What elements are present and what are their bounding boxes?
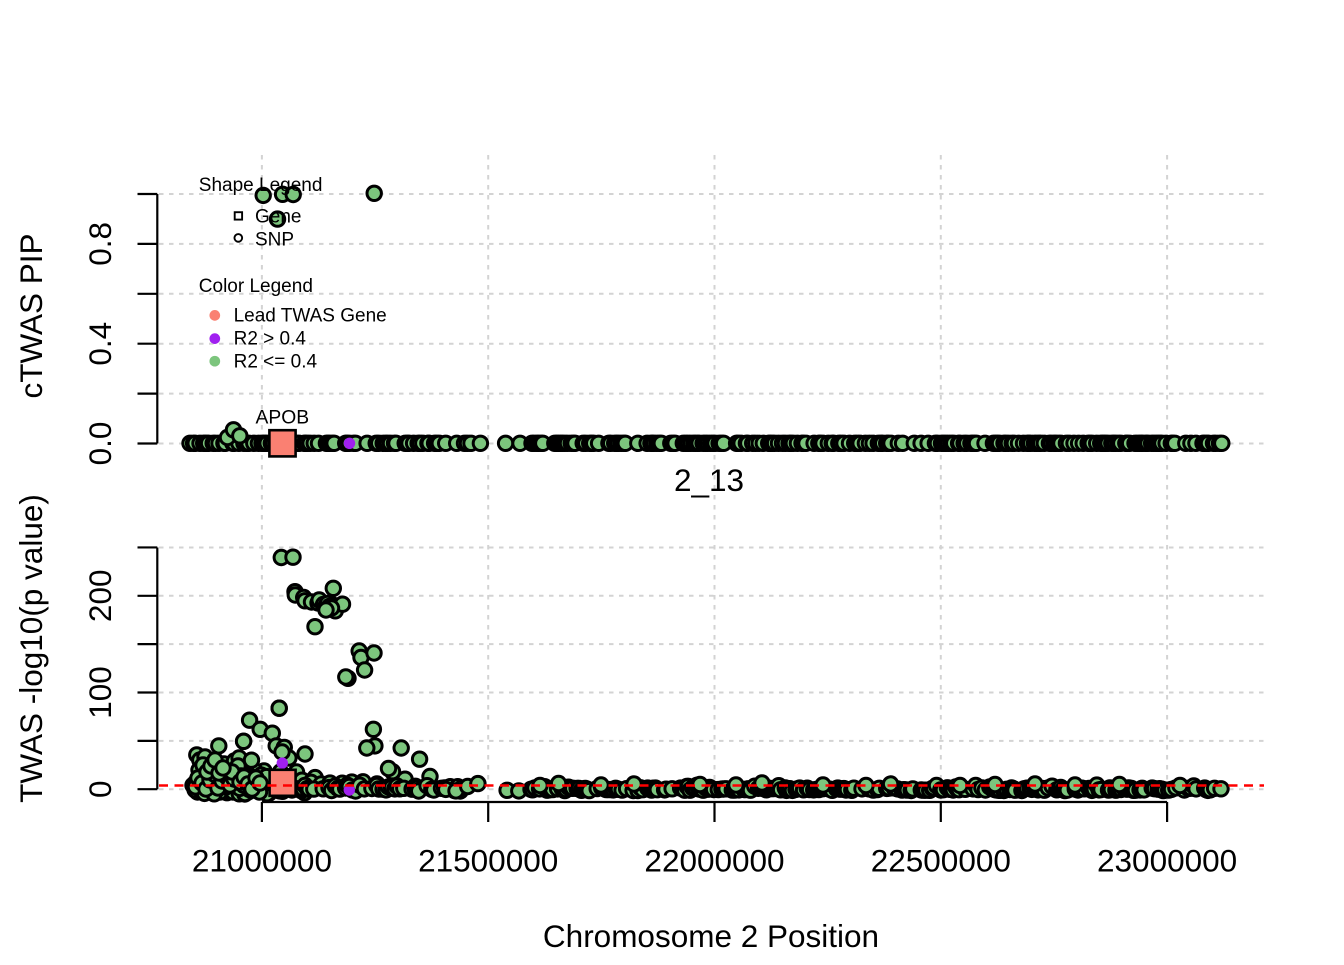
svg-text:0: 0 — [82, 780, 118, 798]
svg-text:0.0: 0.0 — [82, 422, 118, 466]
svg-text:TWAS -log10(p value): TWAS -log10(p value) — [13, 494, 49, 803]
svg-text:0.4: 0.4 — [82, 322, 118, 366]
svg-text:Color Legend: Color Legend — [199, 276, 313, 297]
svg-text:23000000: 23000000 — [1097, 843, 1237, 879]
svg-text:21000000: 21000000 — [192, 843, 332, 879]
svg-text:22000000: 22000000 — [644, 843, 784, 879]
svg-text:R2 > 0.4: R2 > 0.4 — [234, 328, 307, 349]
svg-text:0.8: 0.8 — [82, 222, 118, 266]
svg-text:21500000: 21500000 — [418, 843, 558, 879]
svg-text:Shape Legend: Shape Legend — [199, 175, 323, 196]
svg-text:2_13: 2_13 — [674, 462, 744, 498]
svg-text:R2 <= 0.4: R2 <= 0.4 — [234, 351, 318, 372]
svg-text:Gene: Gene — [255, 207, 301, 228]
svg-text:cTWAS PIP: cTWAS PIP — [13, 233, 49, 398]
svg-text:Lead TWAS Gene: Lead TWAS Gene — [234, 306, 387, 327]
svg-text:100: 100 — [82, 666, 118, 719]
svg-text:SNP: SNP — [255, 229, 294, 250]
svg-text:Chromosome 2 Position: Chromosome 2 Position — [543, 918, 879, 954]
svg-text:22500000: 22500000 — [871, 843, 1011, 879]
svg-text:APOB: APOB — [256, 408, 310, 429]
svg-text:200: 200 — [82, 570, 118, 623]
